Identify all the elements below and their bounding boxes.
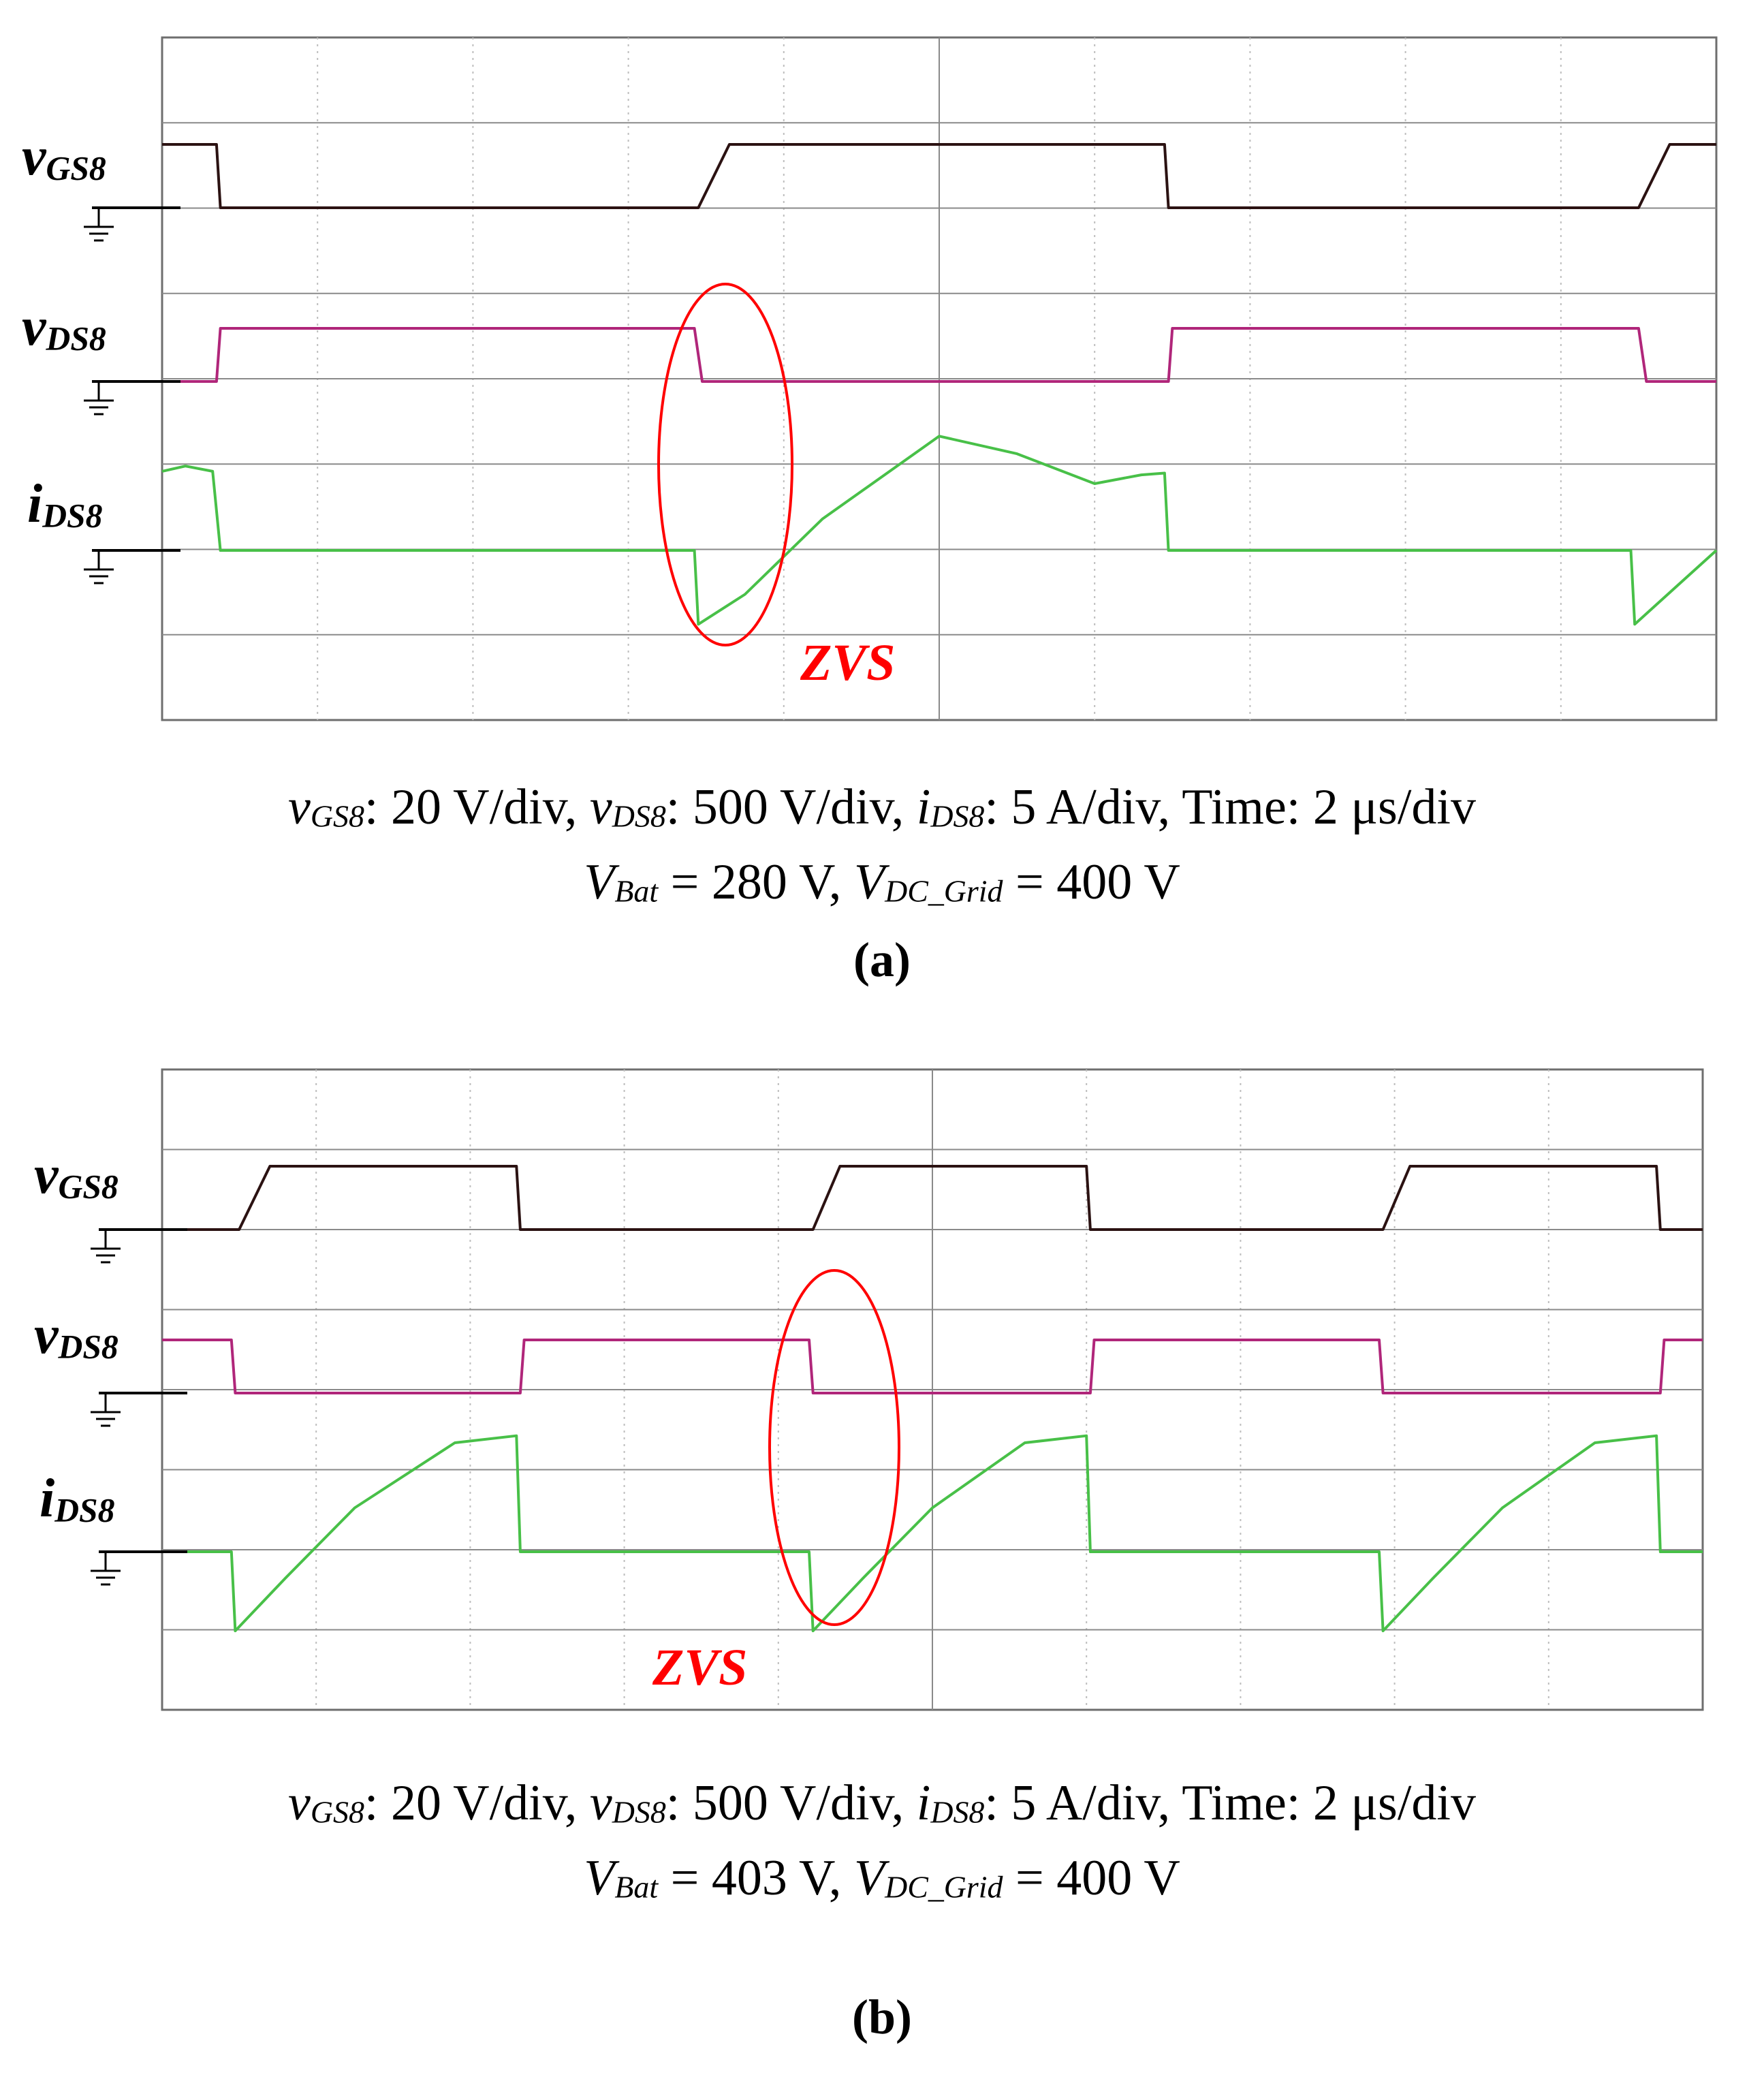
panel-b: vGS8 vDS8 iDS8 ZVS vGS8: 20 V/div, vDS8:… <box>0 1022 1764 2094</box>
zvs-label-b: ZVS <box>652 1639 748 1696</box>
caption-sub: GS8 <box>310 1794 364 1830</box>
caption-a-line2: VBat = 280 V, VDC_Grid = 400 V <box>0 857 1764 907</box>
scope-a <box>84 36 1718 721</box>
caption-text: : 5 A/div, Time: 2 μs/div <box>984 779 1476 835</box>
label-ids8-b: iDS8 <box>40 1469 115 1529</box>
panel-a: vGS8 vDS8 iDS8 ZVS vGS8: 20 V/div, vDS8:… <box>0 0 1764 1022</box>
caption-b-line2: VBat = 403 V, VDC_Grid = 400 V <box>0 1853 1764 1903</box>
scope-b <box>91 1068 1704 1711</box>
caption-sub: DS8 <box>612 798 666 834</box>
caption-text: : 500 V/div, <box>665 1775 917 1831</box>
zvs-ellipse <box>657 283 793 646</box>
caption-var: i <box>916 779 931 835</box>
trace-vDS8 <box>162 1339 1703 1394</box>
trace-vGS8 <box>162 143 1716 209</box>
label-vds8-b: vDS8 <box>34 1305 119 1366</box>
caption-sub: DS8 <box>930 1794 985 1830</box>
caption-text: : 500 V/div, <box>665 779 917 835</box>
caption-b-line1: vGS8: 20 V/div, vDS8: 500 V/div, iDS8: 5… <box>0 1778 1764 1828</box>
zvs-ellipse <box>768 1269 900 1626</box>
label-ids8-a: iDS8 <box>27 474 103 535</box>
caption-var: v <box>589 1775 612 1831</box>
caption-text: = 280 V, <box>658 854 854 910</box>
label-vgs8-b: vGS8 <box>34 1145 119 1206</box>
caption-text: = 400 V <box>1003 854 1180 910</box>
caption-var: V <box>584 1850 615 1906</box>
caption-sub: DS8 <box>930 798 985 834</box>
caption-var: v <box>589 779 612 835</box>
label-vgs8-a: vGS8 <box>22 127 106 187</box>
caption-var: V <box>853 1850 885 1906</box>
trace-iDS8 <box>162 1434 1703 1633</box>
caption-sub: DS8 <box>612 1794 666 1830</box>
trace-vDS8 <box>162 327 1716 383</box>
caption-text: : 20 V/div, <box>364 1775 590 1831</box>
caption-text: : 20 V/div, <box>364 779 590 835</box>
caption-a-line1: vGS8: 20 V/div, vDS8: 500 V/div, iDS8: 5… <box>0 782 1764 832</box>
label-vds8-a: vDS8 <box>22 297 106 358</box>
caption-var: v <box>288 779 311 835</box>
caption-sub: DC_Grid <box>885 873 1003 909</box>
caption-text: : 5 A/div, Time: 2 μs/div <box>984 1775 1476 1831</box>
caption-sub: GS8 <box>310 798 364 834</box>
caption-sub: Bat <box>614 1869 659 1905</box>
panel-letter-a: (a) <box>853 933 911 987</box>
caption-var: V <box>584 854 615 910</box>
panel-letter-b: (b) <box>852 1990 912 2044</box>
trace-iDS8 <box>161 435 1718 626</box>
caption-text: = 403 V, <box>658 1850 854 1906</box>
caption-sub: Bat <box>614 873 659 909</box>
caption-sub: DC_Grid <box>885 1869 1003 1905</box>
caption-text: = 400 V <box>1003 1850 1180 1906</box>
trace-vGS8 <box>162 1165 1703 1231</box>
zvs-label-a: ZVS <box>800 634 896 691</box>
caption-var: i <box>916 1775 931 1831</box>
caption-var: v <box>288 1775 311 1831</box>
caption-var: V <box>853 854 885 910</box>
